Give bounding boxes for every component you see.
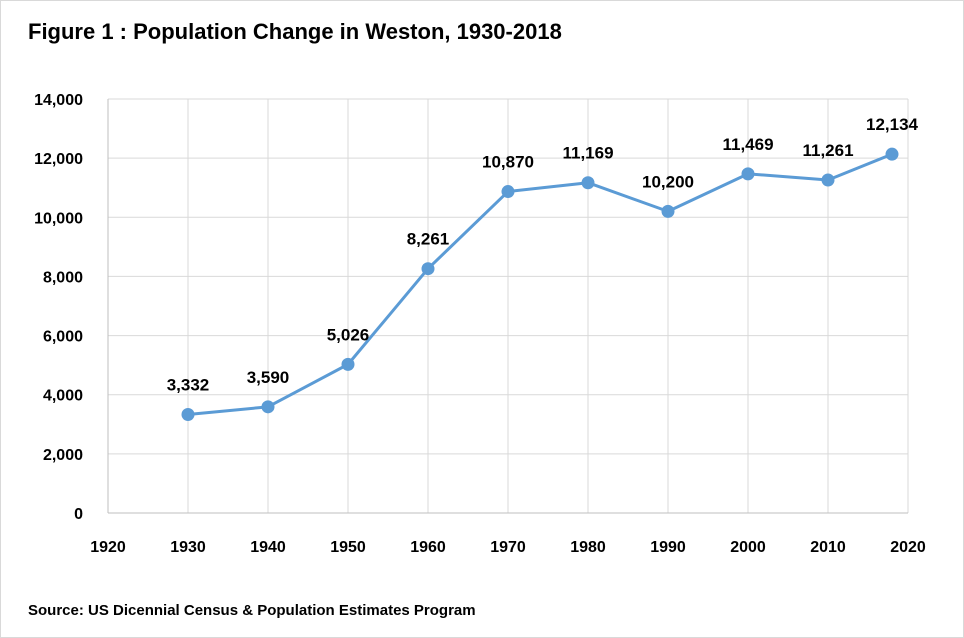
y-tick-label: 8,000	[43, 269, 83, 286]
x-tick-label: 1960	[410, 539, 446, 556]
x-tick-label: 1990	[650, 539, 686, 556]
y-tick-label: 12,000	[34, 151, 83, 168]
data-label: 12,134	[866, 115, 919, 134]
data-point	[501, 185, 515, 199]
y-tick-label: 10,000	[34, 210, 83, 227]
y-tick-label: 4,000	[43, 388, 83, 405]
y-tick-label: 6,000	[43, 329, 83, 346]
data-point	[581, 176, 595, 190]
data-point	[885, 147, 899, 161]
x-tick-label: 1950	[330, 539, 366, 556]
data-label: 5,026	[327, 325, 370, 344]
data-label: 3,332	[167, 375, 210, 394]
x-tick-label: 2010	[810, 539, 846, 556]
data-label: 10,200	[642, 172, 694, 191]
x-tick-label: 1970	[490, 539, 526, 556]
data-label: 11,169	[562, 144, 613, 163]
chart-title: Figure 1 : Population Change in Weston, …	[28, 19, 562, 44]
data-point	[821, 173, 835, 187]
y-tick-label: 2,000	[43, 447, 83, 464]
x-tick-label: 1980	[570, 539, 606, 556]
chart-source: Source: US Dicennial Census & Population…	[28, 602, 476, 619]
data-label: 11,469	[722, 135, 773, 154]
y-tick-label: 0	[74, 506, 83, 523]
data-label: 8,261	[407, 230, 450, 249]
data-point	[661, 204, 675, 218]
data-point	[741, 167, 755, 181]
x-tick-label: 2000	[730, 539, 766, 556]
data-label: 10,870	[482, 153, 534, 172]
data-point	[421, 262, 435, 276]
x-tick-label: 2020	[890, 539, 926, 556]
series-line	[187, 152, 893, 416]
data-label: 3,590	[247, 368, 290, 387]
x-tick-label: 1920	[90, 539, 126, 556]
y-tick-label: 14,000	[34, 92, 83, 109]
x-tick-label: 1930	[170, 539, 206, 556]
data-label: 11,261	[802, 141, 853, 160]
x-tick-label: 1940	[250, 539, 286, 556]
data-point	[261, 400, 275, 414]
data-point	[181, 407, 195, 421]
data-point	[341, 357, 355, 371]
